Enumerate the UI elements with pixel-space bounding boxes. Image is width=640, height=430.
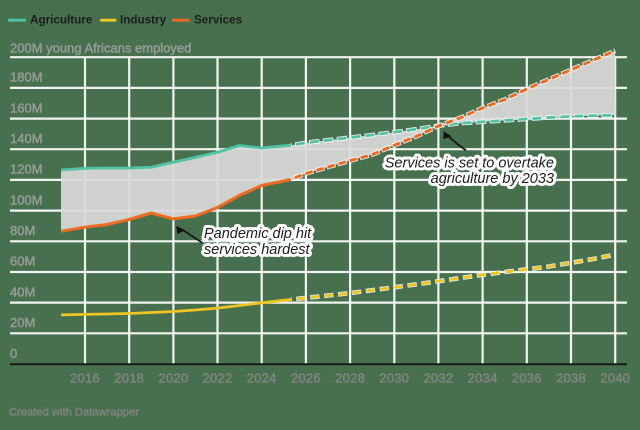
svg-text:180M: 180M bbox=[10, 70, 43, 85]
svg-text:2036: 2036 bbox=[512, 370, 542, 385]
svg-text:2040: 2040 bbox=[600, 370, 630, 385]
svg-text:Services: Services bbox=[194, 13, 243, 26]
svg-text:200M young Africans employed: 200M young Africans employed bbox=[10, 40, 191, 55]
svg-text:2038: 2038 bbox=[556, 370, 586, 385]
svg-text:Pandemic dip hit: Pandemic dip hit bbox=[204, 226, 312, 242]
svg-text:140M: 140M bbox=[10, 131, 43, 146]
svg-text:Services is set to overtake: Services is set to overtake bbox=[385, 156, 554, 172]
svg-text:2028: 2028 bbox=[335, 370, 365, 385]
svg-text:2034: 2034 bbox=[468, 370, 498, 385]
svg-text:Agriculture: Agriculture bbox=[30, 13, 93, 26]
svg-text:20M: 20M bbox=[10, 315, 35, 330]
svg-text:0: 0 bbox=[10, 346, 17, 361]
svg-text:2022: 2022 bbox=[203, 370, 233, 385]
svg-text:40M: 40M bbox=[10, 284, 35, 299]
svg-text:120M: 120M bbox=[10, 162, 43, 177]
svg-text:Created with Datawrapper: Created with Datawrapper bbox=[9, 407, 139, 419]
svg-text:2032: 2032 bbox=[423, 370, 453, 385]
svg-text:160M: 160M bbox=[10, 100, 43, 115]
svg-text:100M: 100M bbox=[10, 192, 43, 207]
svg-text:2018: 2018 bbox=[114, 370, 144, 385]
svg-text:2024: 2024 bbox=[247, 370, 277, 385]
svg-text:60M: 60M bbox=[10, 254, 35, 269]
svg-text:2030: 2030 bbox=[379, 370, 409, 385]
svg-text:2020: 2020 bbox=[158, 370, 188, 385]
svg-text:agriculture by 2033: agriculture by 2033 bbox=[431, 171, 554, 187]
svg-text:2016: 2016 bbox=[70, 370, 100, 385]
svg-text:services hardest: services hardest bbox=[204, 242, 311, 258]
svg-text:80M: 80M bbox=[10, 223, 35, 238]
svg-text:Industry: Industry bbox=[120, 13, 167, 26]
svg-text:2026: 2026 bbox=[291, 370, 321, 385]
